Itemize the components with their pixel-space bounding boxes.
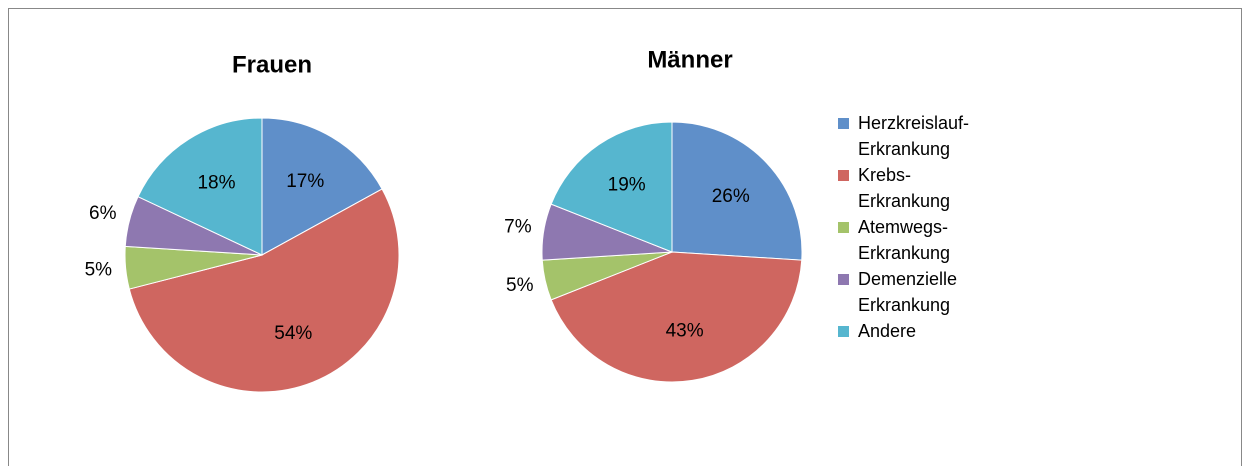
data-label: 26% xyxy=(712,186,750,207)
legend-label: Herzkreislauf-Erkrankung xyxy=(858,113,970,159)
data-label: 54% xyxy=(274,323,312,344)
pie-slice xyxy=(671,121,803,261)
data-label: 17% xyxy=(286,171,324,192)
legend-label: Atemwegs-Erkrankung xyxy=(858,217,951,263)
chart-title: Männer xyxy=(647,46,732,73)
data-label: 19% xyxy=(608,174,646,195)
legend-item: Demenzielle Erkrankung xyxy=(838,266,978,318)
legend-label: Andere xyxy=(858,321,917,341)
legend-item: Andere xyxy=(838,318,978,370)
data-label: 7% xyxy=(504,217,532,238)
data-label: 6% xyxy=(89,203,117,224)
pie-slice xyxy=(550,251,803,383)
legend-item: Herzkreislauf-Erkrankung xyxy=(838,110,978,162)
pie-slice xyxy=(261,117,383,256)
data-label: 43% xyxy=(666,321,704,342)
legend-swatch xyxy=(838,118,849,129)
data-label: 5% xyxy=(85,259,113,280)
pie-slice xyxy=(137,117,263,256)
chart-title: Frauen xyxy=(232,51,312,78)
legend-item: Atemwegs-Erkrankung xyxy=(838,214,978,266)
legend-swatch xyxy=(838,326,849,337)
data-label: 5% xyxy=(506,275,534,296)
frame xyxy=(8,8,1242,466)
legend-label: Krebs-Erkrankung xyxy=(858,165,951,211)
legend-swatch xyxy=(838,222,849,233)
legend: Herzkreislauf-Erkrankung Krebs-Erkrankung… xyxy=(838,110,978,370)
pie-slice xyxy=(128,188,400,393)
legend-swatch xyxy=(838,274,849,285)
pie-slice xyxy=(550,121,673,253)
legend-swatch xyxy=(838,170,849,181)
legend-label: Demenzielle Erkrankung xyxy=(858,269,958,315)
legend-item: Krebs-Erkrankung xyxy=(838,162,978,214)
data-label: 18% xyxy=(197,172,235,193)
